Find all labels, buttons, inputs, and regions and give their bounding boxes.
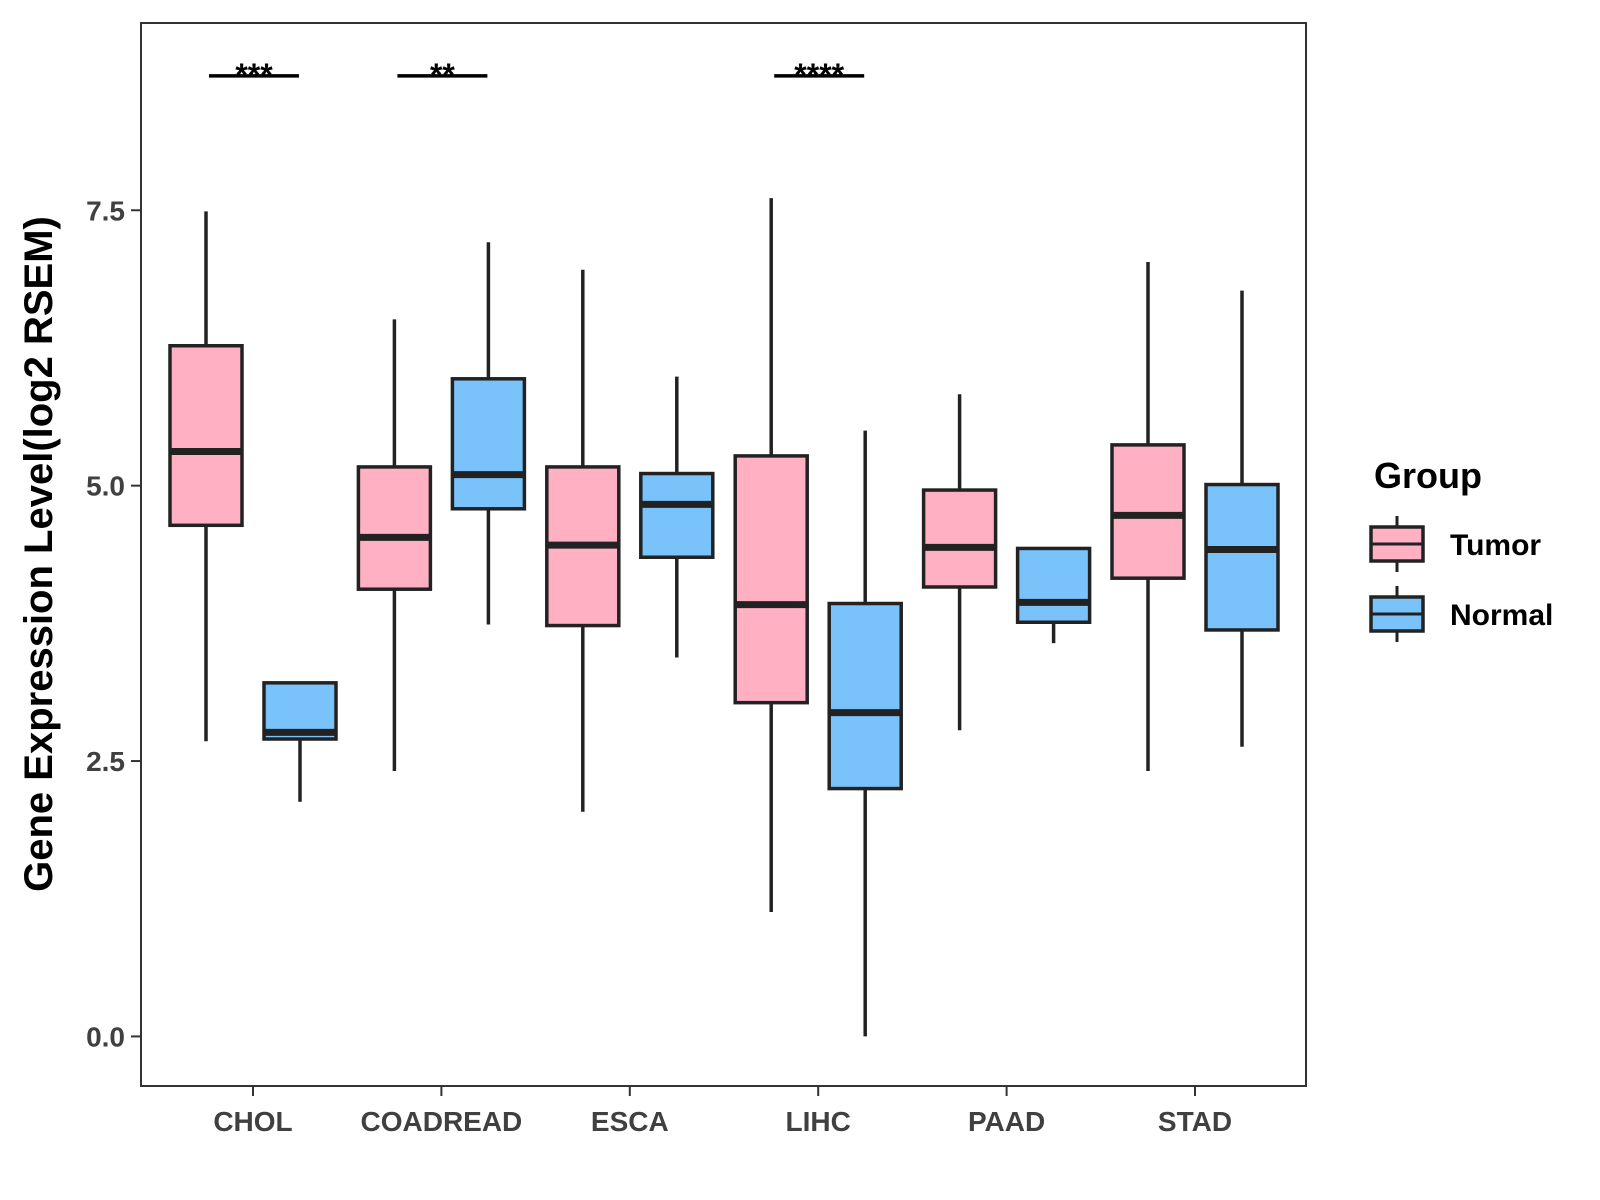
box-tumor-stad: [1110, 262, 1186, 771]
x-tick-label: LIHC: [786, 1106, 851, 1137]
legend-title: Group: [1374, 455, 1482, 496]
y-axis-title: Gene Expression Level(log2 RSEM): [17, 216, 61, 892]
iqr-box: [168, 344, 244, 528]
box-normal-esca: [639, 376, 715, 658]
x-tick-label: ESCA: [591, 1106, 669, 1137]
significance-chol: ***: [209, 57, 299, 93]
box-tumor-paad: [921, 394, 998, 731]
significance-lihc: ****: [774, 57, 865, 93]
box-normal-chol: [262, 681, 338, 802]
iqr-box: [921, 488, 998, 589]
significance-label: ***: [235, 57, 273, 93]
box-normal-stad: [1204, 290, 1280, 747]
box-tumor-lihc: [733, 198, 809, 912]
x-tick-label: STAD: [1158, 1106, 1232, 1137]
iqr-box: [450, 377, 527, 511]
y-tick-label: 0.0: [86, 1021, 125, 1052]
box-normal-lihc: [827, 430, 903, 1037]
significance-label: ****: [794, 57, 844, 93]
legend-label: Normal: [1450, 599, 1553, 632]
x-tick-label: COADREAD: [361, 1106, 523, 1137]
iqr-box: [1015, 546, 1092, 624]
box-normal-paad: [1015, 546, 1092, 644]
y-tick-label: 5.0: [86, 471, 125, 502]
legend-label: Tumor: [1450, 529, 1541, 562]
iqr-box: [639, 471, 715, 560]
y-axis: 0.0 2.5 5.0 7.5: [86, 195, 141, 1052]
box-tumor-coadread: [356, 319, 433, 771]
significance-layer: *** ** ****: [209, 57, 865, 93]
boxes-layer: [168, 198, 1280, 1037]
significance-label: **: [430, 57, 455, 93]
legend-item-tumor: Tumor: [1369, 516, 1541, 572]
x-tick-label: PAAD: [968, 1106, 1045, 1137]
legend-items: Tumor Normal: [1369, 516, 1553, 642]
iqr-box: [827, 601, 903, 791]
x-axis: CHOL COADREAD ESCA LIHC PAAD STAD: [213, 1086, 1232, 1137]
x-tick-label: CHOL: [213, 1106, 292, 1137]
y-tick-label: 2.5: [86, 746, 125, 777]
box-tumor-esca: [545, 269, 621, 812]
iqr-box: [733, 454, 809, 705]
box-normal-coadread: [450, 242, 527, 625]
iqr-box: [1110, 443, 1186, 580]
iqr-box: [1204, 482, 1280, 632]
significance-coadread: **: [397, 57, 488, 93]
iqr-box: [356, 465, 433, 591]
box-tumor-chol: [168, 211, 244, 742]
legend: Group Tumor Normal: [1369, 455, 1553, 642]
legend-item-normal: Normal: [1369, 586, 1553, 642]
y-tick-label: 7.5: [86, 195, 125, 226]
